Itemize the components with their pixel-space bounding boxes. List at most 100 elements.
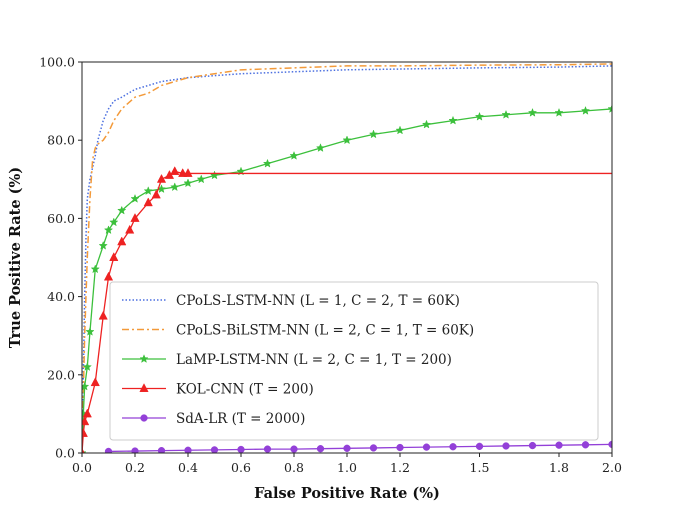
- data-point: [125, 224, 135, 234]
- y-tick-label: 100.0: [39, 55, 75, 70]
- series-layer: [82, 63, 612, 453]
- data-point: [581, 441, 590, 449]
- series-line: [82, 108, 612, 453]
- data-point: [98, 240, 108, 250]
- data-point: [263, 445, 272, 453]
- y-tick-label: 40.0: [47, 289, 75, 304]
- axis-ticks: 0.0 0.2 0.4 0.6 0.8 1.0 1.2 1.5 1.8 2.0 0.0 20.0 40.…: [39, 55, 622, 476]
- data-point: [90, 264, 100, 274]
- data-point: [554, 107, 564, 117]
- y-axis-label: True Positive Rate (%): [7, 167, 24, 348]
- data-point: [143, 186, 153, 195]
- legend-label: CPoLS-BiLSTM-NN (L = 2, C = 1, T = 60K): [176, 322, 474, 338]
- data-point: [475, 442, 484, 451]
- data-point: [156, 173, 167, 183]
- data-point: [82, 408, 92, 418]
- data-point: [85, 326, 95, 336]
- data-point: [448, 115, 458, 125]
- data-point: [474, 111, 485, 121]
- data-point: [183, 178, 193, 188]
- data-point: [104, 447, 113, 453]
- x-tick-label: 0.4: [178, 460, 198, 475]
- legend-item: KOL-CNN (T = 200): [122, 381, 314, 397]
- series-line: [82, 170, 612, 453]
- x-axis-label: False Positive Rate (%): [254, 485, 440, 502]
- data-point: [290, 445, 298, 453]
- data-point: [109, 252, 119, 261]
- x-tick-label: 2.0: [602, 460, 622, 475]
- legend-item: CPoLS-LSTM-NN (L = 1, C = 2, T = 60K): [122, 293, 460, 309]
- data-point: [82, 428, 88, 437]
- data-point: [343, 444, 351, 452]
- x-tick-label: 0.2: [125, 460, 145, 475]
- data-point: [82, 381, 90, 391]
- data-point: [170, 166, 180, 175]
- y-tick-label: 0.0: [55, 446, 75, 461]
- data-point: [369, 444, 378, 452]
- data-point: [82, 447, 85, 453]
- data-point: [502, 442, 510, 450]
- data-point: [143, 197, 153, 207]
- data-point: [316, 445, 325, 453]
- data-point: [580, 105, 591, 115]
- legend-box: [109, 281, 599, 441]
- data-point: [109, 217, 119, 227]
- x-tick-label: 1.2: [390, 460, 410, 475]
- data-point: [196, 174, 206, 184]
- data-point: [421, 119, 432, 129]
- data-point: [501, 109, 511, 119]
- data-point: [82, 362, 92, 371]
- data-point: [209, 170, 220, 180]
- x-tick-label: 0.6: [231, 460, 251, 475]
- data-point: [289, 150, 299, 160]
- series-0: [82, 65, 612, 453]
- data-point: [117, 205, 127, 215]
- data-point: [183, 168, 193, 177]
- y-tick-label: 20.0: [47, 367, 75, 382]
- y-tick-label: 60.0: [47, 211, 75, 226]
- data-point: [157, 447, 166, 453]
- series-line: [82, 63, 612, 453]
- data-point: [368, 129, 379, 139]
- legend-label: SdA-LR (T = 2000): [176, 411, 305, 427]
- data-point: [422, 443, 431, 451]
- data-point: [210, 446, 219, 453]
- legend-label: KOL-CNN (T = 200): [176, 381, 314, 397]
- data-point: [342, 135, 352, 145]
- series-4: [104, 440, 612, 453]
- legend-label: LaMP-LSTM-NN (L = 2, C = 1, T = 200): [176, 352, 452, 368]
- legend-label: CPoLS-LSTM-NN (L = 1, C = 2, T = 60K): [176, 293, 460, 309]
- data-point: [90, 377, 100, 387]
- data-point: [117, 236, 127, 246]
- data-point: [103, 271, 114, 281]
- x-tick-label: 1.8: [549, 460, 569, 475]
- data-point: [82, 416, 90, 426]
- data-point: [395, 125, 405, 135]
- data-point: [555, 441, 563, 449]
- series-1: [82, 63, 612, 453]
- data-point: [449, 443, 457, 451]
- legend-item: SdA-LR (T = 2000): [122, 411, 305, 427]
- legend-marker: [140, 414, 148, 422]
- legend-item: LaMP-LSTM-NN (L = 2, C = 1, T = 200): [122, 352, 452, 368]
- data-point: [184, 446, 192, 453]
- data-point: [103, 225, 114, 235]
- data-point: [130, 213, 140, 222]
- data-point: [527, 107, 538, 117]
- series-line: [108, 443, 612, 453]
- data-point: [130, 193, 140, 203]
- data-point: [151, 189, 161, 199]
- x-tick-label: 0.8: [284, 460, 304, 475]
- y-tick-label: 80.0: [47, 133, 75, 148]
- x-tick-label: 1.0: [337, 460, 357, 475]
- data-point: [131, 447, 139, 453]
- data-point: [98, 310, 108, 320]
- data-point: [315, 143, 326, 152]
- x-tick-label: 0.0: [72, 460, 92, 475]
- legend: CPoLS-LSTM-NN (L = 1, C = 2, T = 60K) CPo…: [109, 281, 599, 441]
- series-3: [82, 166, 612, 453]
- series-line: [82, 65, 612, 453]
- data-point: [262, 158, 273, 168]
- data-point: [396, 443, 404, 452]
